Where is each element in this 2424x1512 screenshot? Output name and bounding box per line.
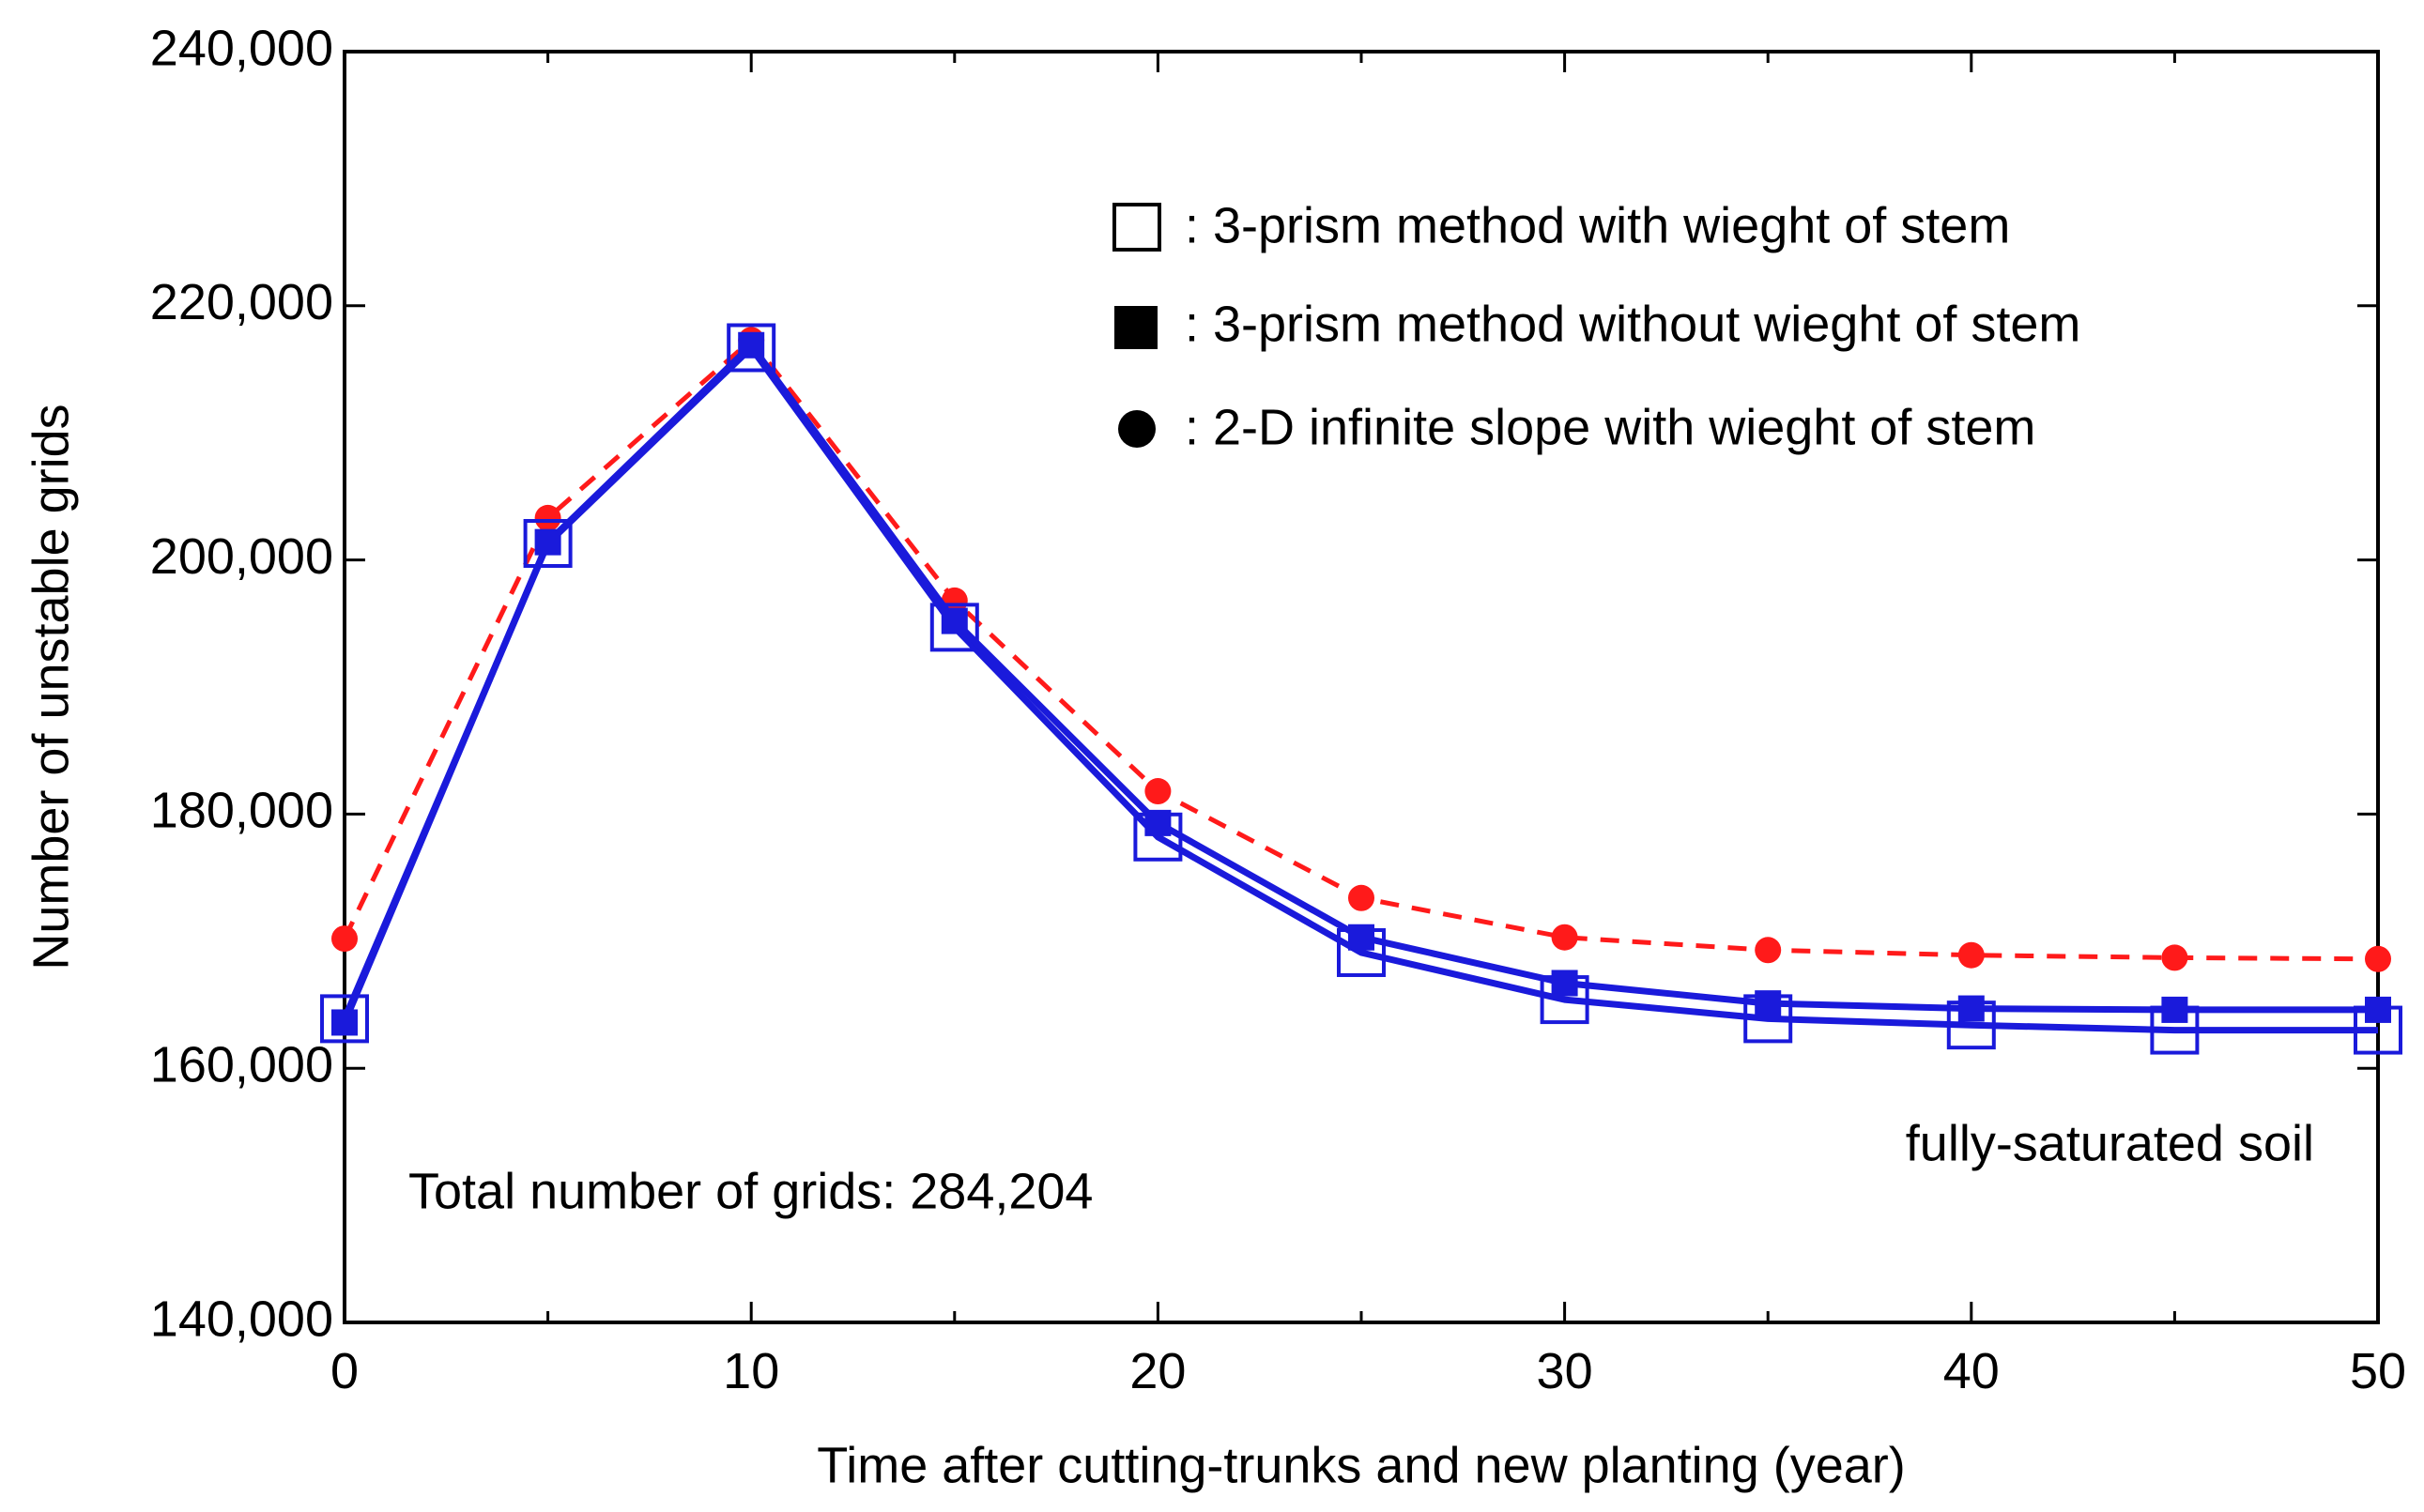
data-point-filled-square-10 [738, 331, 765, 359]
x-tick-label-50: 50 [2350, 1343, 2406, 1399]
y-tick-label-240000: 240,000 [150, 20, 333, 76]
y-tick-label-220000: 220,000 [150, 274, 333, 330]
legend-marker-filled-circle [1118, 410, 1156, 448]
data-point-filled-square-0 [331, 1009, 358, 1036]
x-tick-label-40: 40 [1943, 1343, 2000, 1399]
data-point-filled-circle-50 [2365, 945, 2391, 972]
data-point-filled-square-20 [1144, 809, 1172, 836]
legend-marker-open-square [1112, 203, 1161, 252]
data-point-filled-circle-35 [1755, 937, 1782, 964]
series-layer [320, 323, 2402, 1055]
y-tick-label-200000: 200,000 [150, 528, 333, 585]
data-point-filled-circle-25 [1348, 884, 1374, 911]
data-point-filled-square-40 [1957, 995, 1985, 1022]
data-point-open-square-0 [320, 994, 369, 1044]
y-tick-label-140000: 140,000 [150, 1291, 333, 1347]
y-axis-label: Number of unstable grids [23, 404, 79, 970]
annotation-total-grids: Total number of grids: 284,204 [408, 1163, 1093, 1219]
legend-label-filled-square: : 3-prism method without wieght of stem [1185, 296, 2080, 352]
data-point-filled-circle-45 [2161, 944, 2188, 971]
data-point-filled-square-45 [2161, 996, 2188, 1023]
series-filled-square [331, 331, 2391, 1036]
y-tick-label-180000: 180,000 [150, 783, 333, 839]
data-point-filled-circle-20 [1144, 778, 1172, 805]
x-tick-label-0: 0 [330, 1343, 359, 1399]
data-point-filled-circle-30 [1551, 924, 1578, 951]
data-point-filled-square-50 [2365, 996, 2391, 1023]
legend-label-open-square: : 3-prism method with wieght of stem [1185, 197, 2010, 253]
legend: : 3-prism method with wieght of stem : 3… [1112, 197, 2080, 455]
data-point-filled-square-15 [941, 607, 968, 634]
data-point-filled-circle-0 [331, 925, 358, 953]
x-tick-label-10: 10 [723, 1343, 779, 1399]
x-tick-label-20: 20 [1129, 1343, 1186, 1399]
y-tick-label-160000: 160,000 [150, 1036, 333, 1092]
axis-ticks: 0 10 20 30 40 50 140,000 160,000 180,000 200,000 2… [150, 20, 2406, 1399]
data-point-open-square-15 [929, 603, 979, 652]
data-point-filled-circle-40 [1957, 941, 1985, 969]
data-point-filled-circle-5 [534, 504, 561, 531]
data-point-filled-square-25 [1348, 924, 1374, 951]
data-point-filled-square-30 [1551, 970, 1578, 997]
data-point-open-square-5 [523, 518, 573, 568]
data-point-open-square-10 [727, 323, 776, 373]
x-axis-label: Time after cutting-trunks and new planti… [817, 1437, 1906, 1493]
data-point-filled-square-5 [534, 528, 561, 556]
legend-marker-filled-square [1114, 306, 1158, 349]
x-tick-label-30: 30 [1537, 1343, 1593, 1399]
annotation-soil-condition: fully-saturated soil [1906, 1115, 2314, 1171]
legend-label-filled-circle: : 2-D infinite slope with wieght of stem [1185, 399, 2035, 455]
data-point-filled-square-35 [1755, 990, 1782, 1017]
